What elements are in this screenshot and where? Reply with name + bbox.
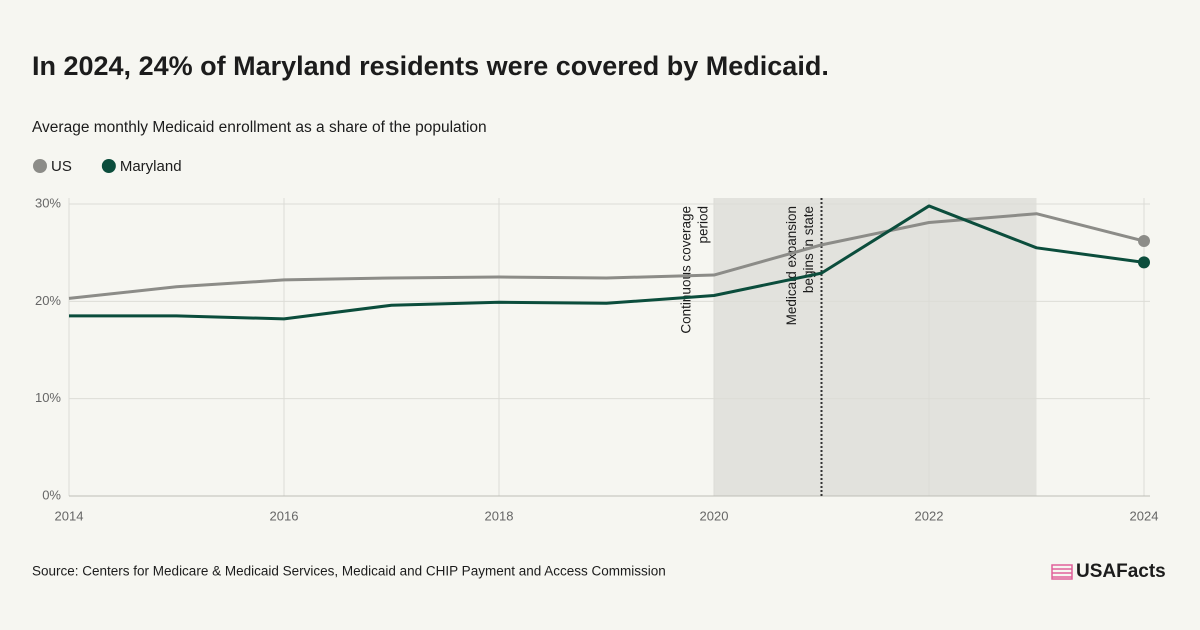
brand: USAFacts	[1076, 561, 1166, 582]
source: Source: Centers for Medicare & Medicaid …	[32, 564, 666, 579]
end-point	[1138, 256, 1150, 269]
logo-icon	[1051, 564, 1073, 580]
y-tick-label: 30%	[35, 195, 61, 210]
chart-subtitle: Average monthly Medicaid enrollment as a…	[32, 119, 487, 136]
series-line	[69, 204, 1145, 321]
x-tick-label: 2018	[485, 508, 514, 523]
x-tick-label: 2022	[915, 508, 944, 523]
x-tick-label: 2024	[1130, 508, 1159, 523]
shaded-period	[714, 198, 1037, 496]
annotation: Continuous coverage	[679, 206, 694, 334]
end-point	[1138, 234, 1150, 247]
annotation: Medicaid expansion	[784, 206, 799, 325]
y-tick-label: 20%	[35, 293, 61, 308]
chart-title: In 2024, 24% of Maryland residents were …	[32, 51, 829, 81]
x-tick-label: 2020	[700, 508, 729, 523]
legend-label: US	[51, 158, 72, 175]
annotation: period	[696, 206, 711, 244]
legend-marker	[101, 159, 116, 173]
legend-marker	[33, 159, 47, 173]
x-tick-label: 2016	[270, 508, 299, 523]
x-tick-label: 2014	[55, 508, 84, 523]
y-tick-label: 10%	[35, 390, 61, 405]
legend-label: Maryland	[120, 158, 182, 175]
y-tick-label: 0%	[42, 487, 61, 502]
